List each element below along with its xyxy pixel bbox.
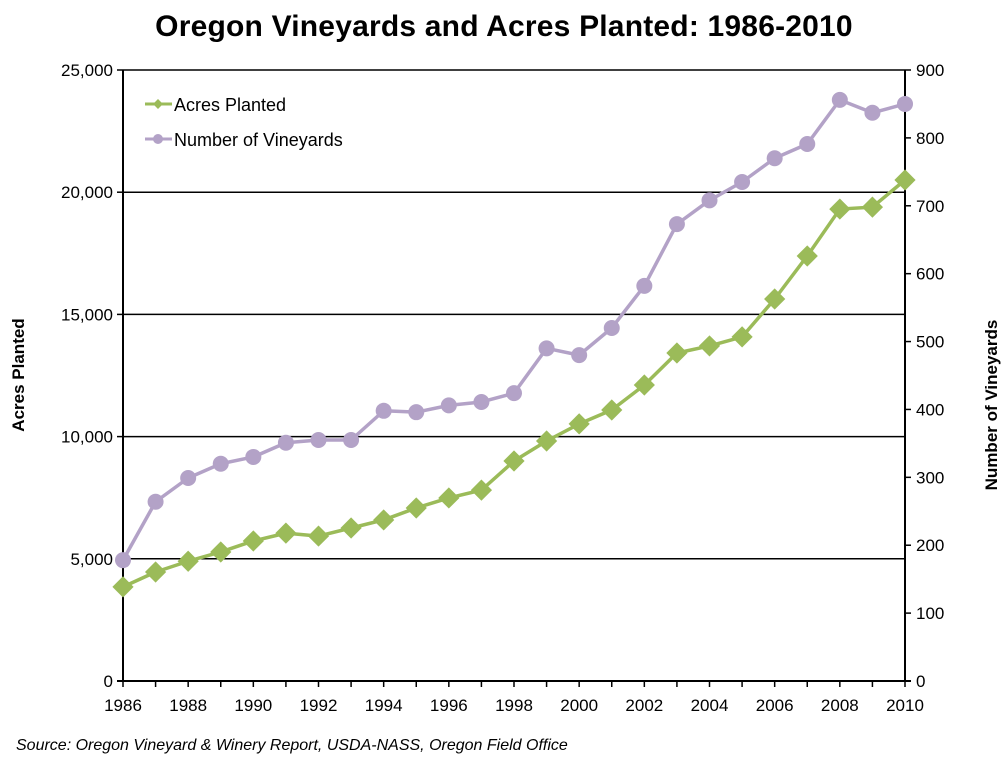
data-point bbox=[701, 192, 718, 209]
x-axis-tick-label: 2006 bbox=[756, 696, 794, 715]
x-axis-tick-label: 1994 bbox=[365, 696, 403, 715]
x-axis-tick-label: 1990 bbox=[234, 696, 272, 715]
data-point bbox=[245, 448, 262, 465]
data-point bbox=[307, 525, 330, 547]
x-axis-tick-label: 1986 bbox=[104, 696, 142, 715]
right-axis-tick-label: 500 bbox=[916, 333, 944, 352]
data-point bbox=[861, 196, 884, 218]
data-point bbox=[340, 517, 362, 539]
data-point bbox=[568, 413, 590, 435]
series-number-of-vineyards bbox=[115, 91, 913, 569]
x-axis-tick-label: 1988 bbox=[169, 696, 207, 715]
data-point bbox=[242, 530, 264, 552]
x-axis-tick-label: 2004 bbox=[691, 696, 729, 715]
data-point bbox=[831, 91, 848, 108]
data-point bbox=[343, 431, 360, 448]
data-point bbox=[535, 430, 558, 452]
legend-item-vineyards: Number of Vineyards bbox=[145, 130, 343, 150]
circle-marker-icon bbox=[153, 134, 163, 144]
left-axis-tick-label: 25,000 bbox=[61, 61, 113, 80]
x-axis-tick-label: 2010 bbox=[886, 696, 924, 715]
data-point bbox=[698, 335, 721, 357]
data-point bbox=[212, 455, 229, 472]
data-point bbox=[210, 541, 232, 563]
data-point bbox=[734, 174, 751, 191]
data-point bbox=[799, 135, 816, 152]
x-axis-tick-label: 1998 bbox=[495, 696, 533, 715]
data-point bbox=[538, 340, 555, 357]
left-axis-ticks: 0 5,000 10,000 15,000 20,000 25,000 bbox=[61, 61, 123, 691]
x-axis-tick-label: 2008 bbox=[821, 696, 859, 715]
series-acres-planted bbox=[112, 169, 916, 598]
x-axis-tick-label: 1996 bbox=[430, 696, 468, 715]
data-point bbox=[766, 150, 783, 167]
right-axis-tick-label: 300 bbox=[916, 468, 944, 487]
right-axis-title: Number of Vineyards bbox=[982, 320, 1001, 491]
data-point bbox=[277, 434, 294, 451]
data-point bbox=[177, 550, 199, 572]
data-point bbox=[275, 522, 297, 544]
data-point bbox=[473, 393, 490, 410]
data-point bbox=[636, 277, 653, 294]
right-axis-tick-label: 600 bbox=[916, 265, 944, 284]
data-point bbox=[375, 402, 392, 419]
data-point bbox=[144, 561, 167, 583]
data-point bbox=[180, 470, 197, 487]
series-line bbox=[121, 98, 906, 562]
left-axis-tick-label: 0 bbox=[104, 672, 113, 691]
source-note: Source: Oregon Vineyard & Winery Report,… bbox=[16, 737, 568, 754]
data-point bbox=[310, 431, 327, 448]
right-axis-ticks: 0 100 200 300 400 500 600 700 800 900 bbox=[905, 61, 944, 691]
legend: Acres Planted Number of Vineyards bbox=[145, 95, 343, 150]
series-line bbox=[122, 178, 907, 589]
data-point bbox=[764, 288, 786, 310]
left-axis-tick-label: 5,000 bbox=[70, 550, 113, 569]
data-point bbox=[506, 385, 522, 402]
data-point bbox=[440, 397, 457, 414]
data-point bbox=[408, 404, 425, 421]
data-point bbox=[668, 216, 685, 233]
chart-title: Oregon Vineyards and Acres Planted: 1986… bbox=[155, 10, 853, 43]
data-point bbox=[666, 342, 688, 364]
data-point bbox=[897, 95, 913, 112]
right-axis-tick-label: 800 bbox=[916, 129, 944, 148]
right-axis-tick-label: 200 bbox=[916, 536, 944, 555]
data-point bbox=[147, 493, 164, 510]
right-axis-tick-label: 700 bbox=[916, 197, 944, 216]
right-axis-tick-label: 400 bbox=[916, 400, 944, 419]
x-axis-tick-label: 1992 bbox=[300, 696, 338, 715]
data-point bbox=[115, 552, 131, 569]
data-point bbox=[405, 497, 427, 519]
legend-item-acres: Acres Planted bbox=[145, 95, 286, 115]
data-point bbox=[633, 374, 655, 396]
data-point bbox=[864, 104, 881, 121]
data-point bbox=[601, 399, 623, 421]
data-point bbox=[112, 576, 134, 598]
gridlines bbox=[123, 69, 905, 560]
data-point bbox=[796, 245, 818, 267]
axes bbox=[117, 70, 911, 682]
left-axis-title: Acres Planted bbox=[9, 318, 28, 431]
x-axis-tick-label: 2000 bbox=[560, 696, 598, 715]
data-point bbox=[603, 319, 620, 336]
left-axis-tick-label: 15,000 bbox=[61, 305, 113, 324]
diamond-marker-icon bbox=[153, 99, 163, 109]
right-axis-tick-label: 900 bbox=[916, 61, 944, 80]
data-point bbox=[571, 347, 588, 364]
right-axis-tick-label: 0 bbox=[916, 672, 925, 691]
left-axis-tick-label: 20,000 bbox=[61, 183, 113, 202]
data-point bbox=[731, 326, 753, 348]
data-point bbox=[829, 198, 851, 220]
data-point bbox=[894, 169, 916, 191]
right-axis-tick-label: 100 bbox=[916, 604, 944, 623]
x-axis-tick-label: 2002 bbox=[625, 696, 663, 715]
left-axis-tick-label: 10,000 bbox=[61, 428, 113, 447]
data-point bbox=[373, 509, 395, 531]
x-axis-ticks: 1986 1988 1990 1992 1994 1996 1998 2000 2002 2004… bbox=[104, 681, 924, 715]
legend-label-acres: Acres Planted bbox=[174, 95, 286, 115]
data-point bbox=[438, 487, 460, 509]
legend-label-vineyards: Number of Vineyards bbox=[174, 130, 343, 150]
